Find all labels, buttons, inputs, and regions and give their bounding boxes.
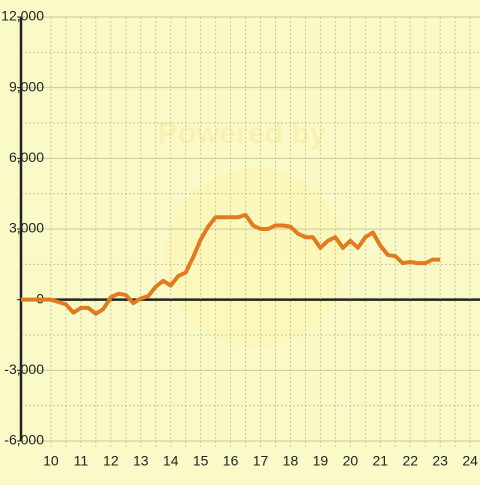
x-tick-label: 12 bbox=[103, 453, 119, 469]
x-tick-label: 18 bbox=[283, 453, 299, 469]
y-tick-label: 6,000 bbox=[9, 149, 44, 165]
x-tick-label: 16 bbox=[223, 453, 239, 469]
x-tick-label: 13 bbox=[133, 453, 149, 469]
data-line bbox=[21, 212, 441, 316]
x-tick-label: 15 bbox=[193, 453, 209, 469]
x-tick-label: 20 bbox=[343, 453, 359, 469]
x-tick-label: 10 bbox=[43, 453, 59, 469]
y-tick-label: 3,000 bbox=[9, 220, 44, 236]
x-tick-label: 11 bbox=[74, 453, 89, 469]
x-tick-label: 24 bbox=[462, 453, 478, 469]
y-tick-label: 12,000 bbox=[1, 8, 44, 24]
watermark-logo bbox=[165, 168, 345, 348]
x-tick-label: 21 bbox=[373, 453, 389, 469]
x-tick-label: 22 bbox=[402, 453, 418, 469]
x-tick-label: 17 bbox=[253, 453, 269, 469]
x-tick-label: 14 bbox=[163, 453, 179, 469]
y-tick-label: -3,000 bbox=[4, 361, 44, 377]
watermark-text: Powered by bbox=[158, 117, 327, 150]
x-tick-label: 23 bbox=[432, 453, 448, 469]
x-tick-label: 19 bbox=[313, 453, 329, 469]
y-tick-label: 9,000 bbox=[9, 78, 44, 94]
y-tick-label: -6,000 bbox=[4, 432, 44, 448]
